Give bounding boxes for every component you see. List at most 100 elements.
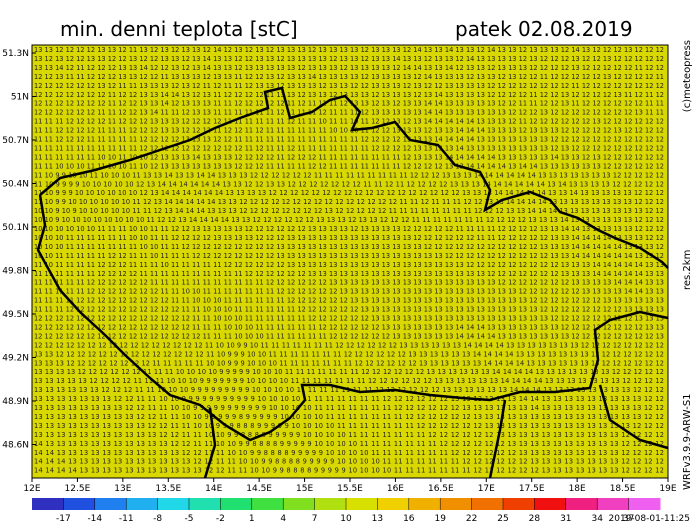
grid-row: 12 12 12 12 12 12 12 12 12 12 12 12 12 1… <box>34 332 664 340</box>
grid-row: 12 12 12 12 12 12 11 11 12 12 13 14 11 1… <box>34 109 664 117</box>
lat-label: 50.1N <box>2 223 29 233</box>
colorbar-label: 1 <box>249 514 255 524</box>
grid-row: 14 14 13 13 13 13 13 13 13 13 13 13 13 1… <box>34 449 664 457</box>
lat-label: 50.4N <box>2 180 29 190</box>
border-north <box>39 86 669 269</box>
colorbar-segment <box>408 498 441 510</box>
colorbar-segment <box>32 498 64 510</box>
lon-label: 18.5E <box>610 484 636 494</box>
lon-label: 13.5E <box>155 484 181 494</box>
grid-row: 10 10 10 11 11 11 11 11 11 11 10 10 11 1… <box>34 243 664 251</box>
grid-row: 10 10 11 11 11 11 11 12 12 11 11 10 11 1… <box>34 252 664 260</box>
lon-label: 17.5E <box>519 484 545 494</box>
grid-row: 13 13 12 12 12 12 13 13 12 11 13 12 13 1… <box>34 46 664 54</box>
lat-label: 49.5N <box>2 310 29 320</box>
colorbar-label: 25 <box>497 514 508 524</box>
lon-label: 12.5E <box>65 484 91 494</box>
grid-row: 10 10 10 10 10 10 11 11 11 10 10 11 11 1… <box>34 225 664 233</box>
colorbar-label: 37 <box>623 514 634 524</box>
colorbar-label: -2 <box>216 514 225 524</box>
grid-row: 13 13 13 13 13 13 13 13 12 12 11 11 10 1… <box>34 404 664 412</box>
grid-row: 14 14 14 13 13 13 13 13 13 13 13 13 13 1… <box>34 458 664 466</box>
lon-label: 17E <box>478 484 495 494</box>
lat-label: 49.8N <box>2 267 29 277</box>
grid-row: 13 13 12 12 12 12 12 12 12 12 12 12 12 1… <box>34 350 664 358</box>
lon-label: 12E <box>23 484 40 494</box>
grid-row: 11 11 12 12 12 12 11 11 11 12 12 12 13 1… <box>34 127 664 135</box>
date: patek 02.08.2019 <box>455 17 633 41</box>
grid-row: 11 11 11 12 12 12 12 11 12 12 12 13 13 1… <box>34 118 664 126</box>
border-slovakia <box>488 399 507 479</box>
border-austria <box>203 407 217 479</box>
colorbar: -17 -14 -11 -8 -5 -2 1 4 7 10 13 16 19 22 25 28 31 34 37 <box>32 498 661 524</box>
grid-row: 13 13 13 13 13 13 13 13 13 13 12 12 11 1… <box>34 422 664 430</box>
colorbar-label: -11 <box>119 514 134 524</box>
colorbar-segment <box>63 498 96 510</box>
lon-label: 15.5E <box>337 484 363 494</box>
lat-labels: 51.3N 51N 50.7N 50.4N 50.1N 49.8N 49.5N 49.2N 48… <box>2 49 36 451</box>
grid-row: 14 14 14 14 13 13 13 13 13 13 13 13 13 1… <box>34 467 664 475</box>
lat-label: 49.2N <box>2 354 29 364</box>
grid-row: 11 10 9 9 10 10 10 10 10 10 11 12 13 14 … <box>34 198 664 206</box>
grid-row: 11 11 11 11 12 12 12 12 12 12 12 12 12 1… <box>34 297 664 305</box>
colorbar-segment <box>251 498 284 510</box>
grid-row: 11 11 11 11 11 11 11 11 11 11 12 12 12 1… <box>34 144 664 152</box>
colorbar-label: -5 <box>185 514 194 524</box>
lat-label: 48.9N <box>2 397 29 407</box>
lon-label: 14E <box>205 484 222 494</box>
colorbar-label: 22 <box>466 514 477 524</box>
colorbar-segment <box>597 498 630 510</box>
colorbar-label: -8 <box>153 514 162 524</box>
borders <box>36 86 669 479</box>
grid-row: 11 11 11 11 11 12 12 12 12 12 12 11 11 1… <box>34 279 664 287</box>
colorbar-label: 16 <box>403 514 415 524</box>
grid-row: 13 13 13 13 13 13 13 12 12 11 11 10 10 9… <box>34 395 664 403</box>
lat-label: 48.6N <box>2 441 29 451</box>
colorbar-segment <box>126 498 159 510</box>
border-south <box>36 194 669 442</box>
grid-row: 13 13 14 12 11 12 12 12 13 13 14 12 12 1… <box>34 64 664 72</box>
value-grid: 13 13 12 12 12 12 13 13 12 11 13 12 13 1… <box>34 46 664 475</box>
grid-row: 10 10 9 10 9 10 10 10 10 10 11 11 12 13 … <box>34 207 664 215</box>
grid-row: 13 13 13 13 12 12 12 12 12 12 11 11 11 1… <box>34 368 664 376</box>
grid-row: 11 10 9 9 9 10 10 10 10 10 10 12 13 14 1… <box>34 189 664 197</box>
model: WRFv3.9.9-ARW-S1 <box>682 393 693 490</box>
colorbar-segment <box>314 498 347 510</box>
colorbar-segment <box>377 498 410 510</box>
grid-row: 13 13 13 13 13 13 13 13 13 13 13 12 12 1… <box>34 431 664 439</box>
colorbar-label: 19 <box>434 514 446 524</box>
lat-label: 50.7N <box>2 136 29 146</box>
colorbar-label: 31 <box>560 514 571 524</box>
lon-label: 16E <box>387 484 404 494</box>
grid-row: 14 13 13 13 13 13 13 13 13 13 13 13 12 1… <box>34 440 664 448</box>
timestamp: 2019-08-01-11:25 <box>609 514 691 524</box>
grid-row: 11 11 10 10 10 11 11 10 10 11 10 12 13 1… <box>34 162 664 170</box>
colorbar-segment <box>565 498 598 510</box>
grid-row: 13 13 13 12 12 12 12 12 12 12 12 11 11 1… <box>34 359 664 367</box>
grid-row: 11 10 11 11 11 11 12 12 12 11 11 11 10 1… <box>34 261 664 269</box>
grid-row: 12 12 12 12 12 12 12 12 12 12 12 12 12 1… <box>34 315 664 323</box>
grid-row: 12 12 12 12 12 12 12 12 12 12 12 12 12 1… <box>34 323 664 331</box>
title: min. denni teplota [stC] <box>60 17 298 41</box>
lon-label: 16.5E <box>428 484 454 494</box>
lat-label: 51N <box>11 93 29 103</box>
colorbar-label: 7 <box>312 514 318 524</box>
grid-row: 13 12 13 12 12 13 13 12 12 13 12 12 13 1… <box>34 55 664 63</box>
colorbar-segment <box>471 498 504 510</box>
colorbar-segment <box>157 498 190 510</box>
colorbar-segment <box>346 498 378 510</box>
lon-label: 18E <box>569 484 586 494</box>
grid-row: 11 11 11 11 11 11 12 12 12 12 11 11 11 1… <box>34 270 664 278</box>
colorbar-segment <box>94 498 127 510</box>
grid-row: 12 12 12 12 12 12 12 11 12 12 13 13 14 1… <box>34 91 664 99</box>
colorbar-segment <box>534 498 567 510</box>
resolution: res.2km <box>682 250 693 290</box>
colorbar-label: 13 <box>372 514 383 524</box>
grid-row: 10 10 9 10 10 10 10 10 10 10 10 11 12 12… <box>34 216 664 224</box>
grid-row: 12 12 13 11 11 12 12 12 13 13 12 12 11 1… <box>34 73 664 81</box>
grid-row: 11 11 12 12 12 11 11 11 11 11 12 12 12 1… <box>34 136 664 144</box>
colorbar-label: -14 <box>87 514 102 524</box>
colorbar-segment <box>189 498 221 510</box>
border-east <box>598 384 669 450</box>
